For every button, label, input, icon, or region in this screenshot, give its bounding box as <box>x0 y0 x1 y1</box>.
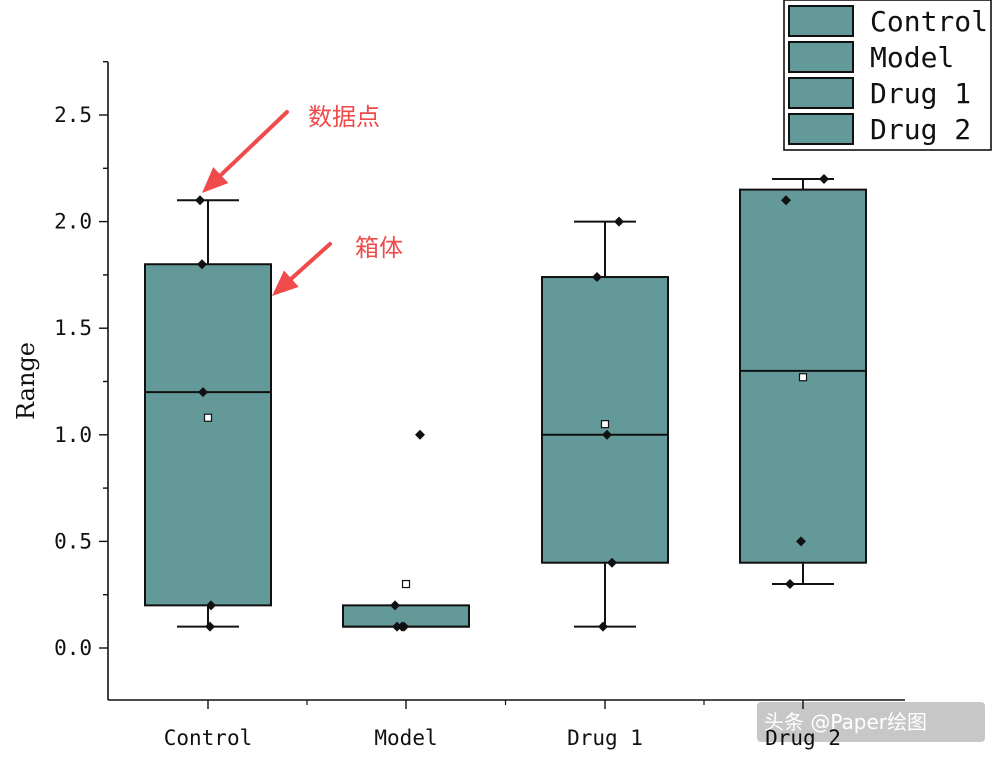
y-tick-label: 1.0 <box>54 423 92 447</box>
data-point <box>415 429 425 440</box>
watermark-text: 头条 @Paper绘图 <box>764 710 927 734</box>
x-tick-label: Drug 2 <box>765 726 841 750</box>
annotation-arrow-shaft <box>289 242 332 281</box>
data-point-arrow <box>202 110 289 193</box>
legend-label: Drug 1 <box>870 77 971 110</box>
y-tick-label: 0.5 <box>54 529 92 553</box>
x-tick-label: Drug 1 <box>567 726 643 750</box>
data-point <box>598 621 608 632</box>
box-body-arrow <box>272 242 332 296</box>
data-point <box>796 536 806 547</box>
data-point <box>205 621 215 632</box>
x-tick-label: Model <box>374 726 437 750</box>
data-point <box>614 216 624 227</box>
y-tick-label: 2.0 <box>54 210 92 234</box>
data-point <box>819 173 829 184</box>
mean-marker <box>798 373 808 382</box>
axes: 0.0 0.5 1.0 1.5 2.0 2.5 Control Model Drug 1 Drug… <box>12 61 905 750</box>
annotation-arrow-head <box>272 270 299 296</box>
box-group-drug-2 <box>739 173 867 590</box>
watermark-backdrop <box>757 702 985 742</box>
annotation-data-point-label: 数据点 <box>308 103 380 131</box>
legend-swatch <box>788 77 854 109</box>
annotation-arrow-shaft <box>218 110 289 178</box>
y-tick-label: 1.5 <box>54 316 92 340</box>
data-point <box>781 195 791 206</box>
box-group-control <box>144 195 272 632</box>
box-group-model <box>342 429 470 632</box>
data-point <box>206 600 216 611</box>
legend-label: Control <box>870 5 988 38</box>
data-point <box>397 621 407 632</box>
box-series <box>144 173 867 632</box>
legend-swatch <box>788 41 854 73</box>
data-point <box>607 557 617 568</box>
annotation-box-label: 箱体 <box>355 234 403 262</box>
watermark: 头条 @Paper绘图 <box>757 702 985 742</box>
data-point <box>390 600 400 611</box>
legend-swatch <box>788 113 854 145</box>
mean-marker <box>203 413 213 422</box>
y-tick-label: 2.5 <box>54 103 92 127</box>
box-group-drug-1 <box>541 216 669 632</box>
legend-label: Model <box>870 41 954 74</box>
data-point <box>197 259 207 270</box>
annotation-arrow-head <box>202 167 229 193</box>
y-tick-label: 0.0 <box>54 636 92 660</box>
x-tick-label: Control <box>164 726 253 750</box>
legend-swatch <box>788 5 854 37</box>
data-point <box>198 387 208 398</box>
box-body <box>144 263 272 607</box>
y-axis-title: Range <box>12 342 40 420</box>
box-body <box>342 604 470 628</box>
data-point <box>195 195 205 206</box>
data-point <box>592 272 602 283</box>
data-point <box>602 429 612 440</box>
data-point <box>785 579 795 590</box>
mean-marker <box>401 579 411 589</box>
legend-label: Drug 2 <box>870 113 971 146</box>
mean-marker <box>600 420 610 429</box>
box-body <box>541 276 669 564</box>
